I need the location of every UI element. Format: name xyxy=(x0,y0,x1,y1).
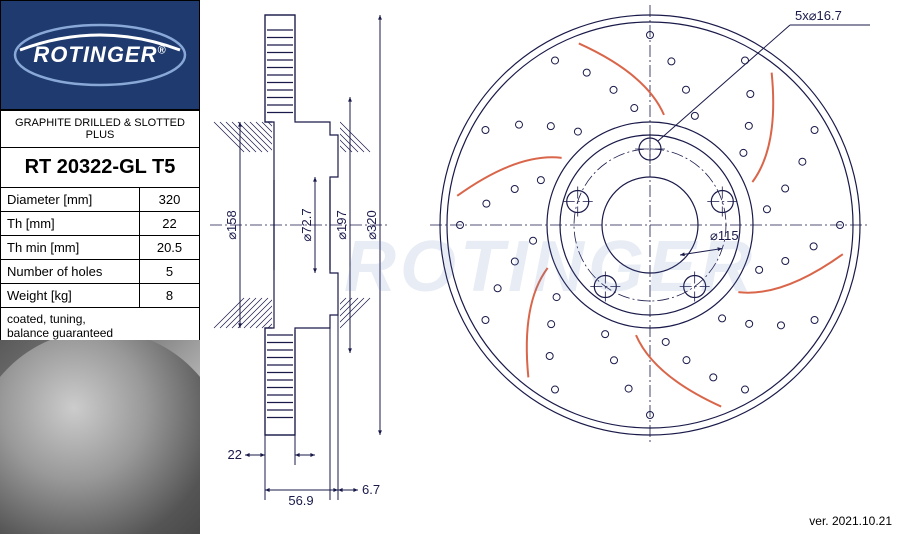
svg-text:5x⌀16.7: 5x⌀16.7 xyxy=(795,8,842,23)
svg-text:22: 22 xyxy=(228,447,242,462)
spec-label: Number of holes xyxy=(1,260,140,284)
spec-value: 22 xyxy=(140,212,200,236)
product-photo xyxy=(0,340,200,534)
spec-panel: ROTINGER® GRAPHITE DRILLED & SLOTTED PLU… xyxy=(0,0,200,345)
spec-value: 8 xyxy=(140,284,200,308)
spec-label: Th min [mm] xyxy=(1,236,140,260)
part-number: RT 20322-GL T5 xyxy=(1,148,200,188)
spec-label: Th [mm] xyxy=(1,212,140,236)
spec-table: GRAPHITE DRILLED & SLOTTED PLUS RT 20322… xyxy=(0,110,200,345)
spec-value: 20.5 xyxy=(140,236,200,260)
svg-text:⌀197: ⌀197 xyxy=(334,210,349,240)
technical-drawing: ROTINGER ⌀158⌀72.7⌀197⌀3202256.96.7⌀1155… xyxy=(200,0,900,534)
logo: ROTINGER® xyxy=(0,0,200,110)
svg-text:⌀115: ⌀115 xyxy=(710,228,739,243)
spec-value: 5 xyxy=(140,260,200,284)
spec-note: coated, tuning, balance guaranteed xyxy=(1,308,200,345)
svg-text:56.9: 56.9 xyxy=(288,493,313,508)
drawing-svg: ⌀158 ⌀72.7 ⌀197 ⌀320 22 56.9 6.7 ⌀115 5x⌀16.7 xyxy=(200,0,900,534)
svg-text:6.7: 6.7 xyxy=(362,482,380,497)
spec-label: Weight [kg] xyxy=(1,284,140,308)
product-title: GRAPHITE DRILLED & SLOTTED PLUS xyxy=(1,111,200,148)
spec-value: 320 xyxy=(140,188,200,212)
svg-text:⌀320: ⌀320 xyxy=(364,210,379,240)
version-label: ver. 2021.10.21 xyxy=(809,514,892,528)
svg-text:⌀158: ⌀158 xyxy=(224,210,239,240)
spec-label: Diameter [mm] xyxy=(1,188,140,212)
svg-text:⌀72.7: ⌀72.7 xyxy=(299,208,314,241)
